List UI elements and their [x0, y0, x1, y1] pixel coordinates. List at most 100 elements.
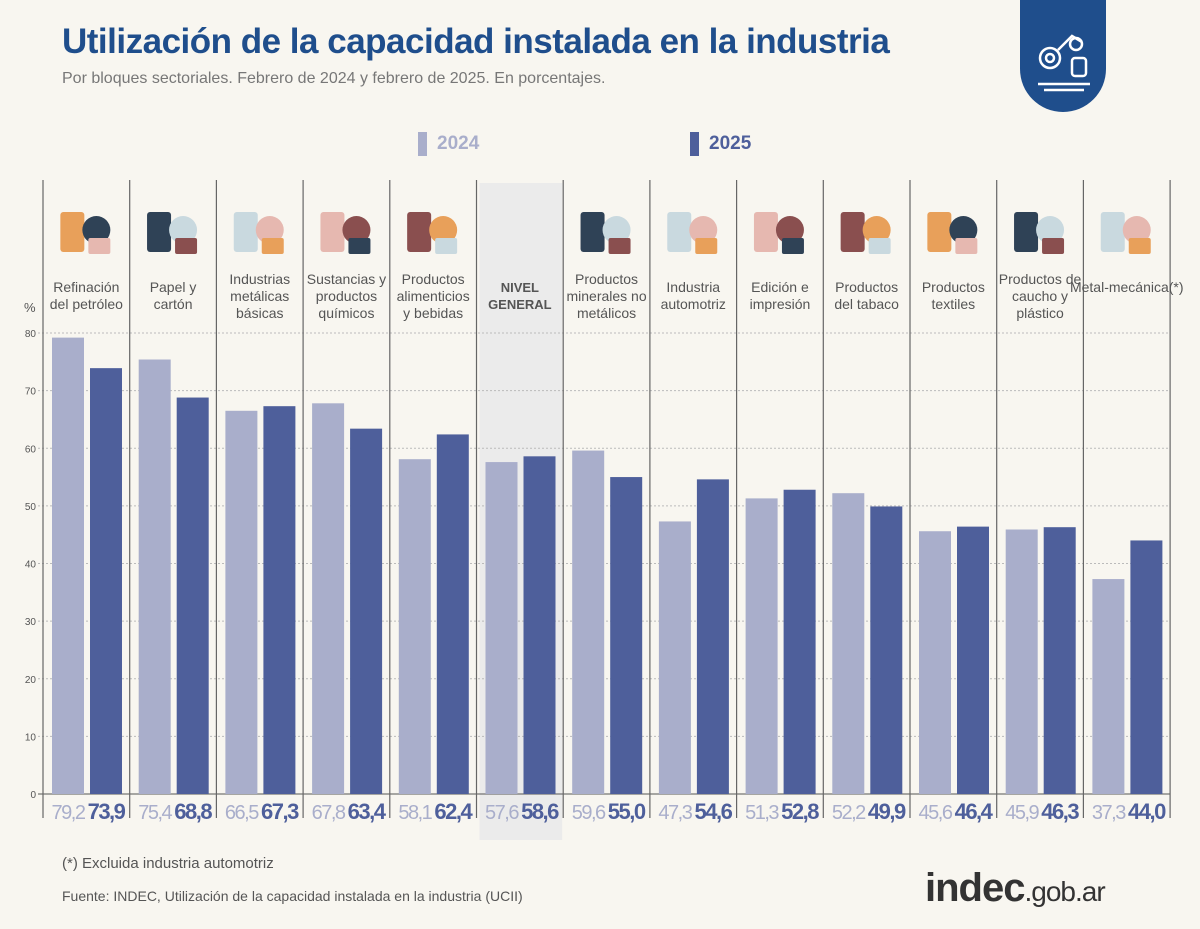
bar-2024: [1092, 579, 1125, 794]
brand-suffix: .gob.ar: [1024, 876, 1105, 907]
value-label-2024: 52,2: [832, 802, 866, 824]
value-label-2024: 75,4: [138, 802, 172, 824]
category-label: Productos minerales no metálicos: [566, 271, 646, 321]
bar-2025: [696, 479, 729, 794]
value-label-2025: 73,9: [88, 799, 126, 824]
value-label-2025: 54,6: [694, 799, 732, 824]
y-tick-label: 80: [25, 329, 37, 340]
bar-2025: [1043, 527, 1076, 794]
y-tick-label: 10: [25, 732, 37, 743]
bar-2025: [870, 506, 903, 794]
y-tick-label: 60: [25, 444, 37, 455]
value-label-2025: 44,0: [1128, 799, 1166, 824]
value-label-2025: 55,0: [608, 799, 646, 824]
bar-2024: [572, 450, 605, 794]
value-label-2025: 46,4: [955, 799, 994, 824]
value-label-2025: 63,4: [348, 799, 387, 824]
value-label-2024: 58,1: [398, 802, 432, 824]
chemical-flask-icon: [320, 212, 371, 254]
metal-cutting-saw-icon: [233, 212, 284, 254]
cardboard-box-icon: [147, 212, 198, 254]
category-label: Sustancias y productos químicos: [307, 271, 386, 321]
value-label-2025: 52,8: [781, 799, 819, 824]
subtitle: Por bloques sectoriales. Febrero de 2024…: [62, 70, 606, 87]
category-label: Metal-mecánica(*): [1070, 279, 1184, 295]
y-axis-label: %: [24, 300, 36, 315]
y-tick-label: 0: [30, 790, 36, 801]
value-label-2024: 67,8: [312, 802, 346, 824]
y-tick-label: 40: [25, 560, 37, 571]
bar-2025: [523, 456, 556, 794]
oil-refinery-icon: [60, 212, 111, 254]
bar-2024: [658, 521, 691, 794]
value-label-2025: 58,6: [521, 799, 559, 824]
value-label-2024: 59,6: [572, 802, 606, 824]
category-label: Productos del tabaco: [834, 279, 899, 312]
value-label-2024: 37,3: [1092, 802, 1126, 824]
value-label-2024: 79,2: [52, 802, 86, 824]
legend-item-2024: 2024: [418, 132, 479, 156]
value-label-2024: 45,6: [919, 802, 953, 824]
legend-swatch-2025: [690, 132, 699, 156]
cement-mixer-icon: [580, 212, 631, 254]
bottle-bread-icon: [407, 212, 458, 254]
category-label: Industrias metálicas básicas: [229, 271, 290, 321]
y-tick-label: 50: [25, 502, 37, 513]
value-label-2025: 49,9: [868, 799, 906, 824]
value-label-2024: 45,9: [1005, 802, 1039, 824]
legend-label-2025: 2025: [709, 133, 752, 154]
bar-2024: [1005, 529, 1038, 794]
bar-2024: [398, 459, 431, 794]
bar-2024: [138, 359, 171, 794]
value-label-2024: 66,5: [225, 802, 259, 824]
indec-logo-badge: [1020, 0, 1106, 112]
value-label-2025: 67,3: [261, 799, 299, 824]
tire-icon: [1014, 212, 1065, 254]
value-label-2024: 47,3: [658, 802, 692, 824]
source-note: Fuente: INDEC, Utilización de la capacid…: [62, 888, 523, 904]
bar-2024: [312, 403, 345, 794]
bar-2025: [176, 397, 209, 794]
category-label: Productos textiles: [922, 279, 985, 312]
y-tick-label: 20: [25, 675, 37, 686]
bar-2024: [919, 531, 951, 794]
indec-brand-logo: indec.gob.ar: [925, 866, 1106, 911]
y-tick-label: 30: [25, 617, 37, 628]
industrial-robot-arm-icon: [1038, 34, 1090, 92]
fabric-shorts-icon: [927, 212, 978, 254]
bar-2024: [485, 462, 518, 794]
bar-2025: [436, 434, 469, 794]
bar-2025: [957, 526, 989, 794]
bar-2025: [1130, 540, 1163, 794]
legend-label-2024: 2024: [437, 133, 480, 154]
category-label: Productos de caucho y plástico: [999, 271, 1082, 321]
value-label-2024: 51,3: [745, 802, 779, 824]
value-label-2024: 57,6: [485, 802, 519, 824]
gears-icon: [1100, 212, 1151, 254]
value-label-2025: 62,4: [434, 799, 473, 824]
category-label: Papel y cartón: [150, 279, 197, 312]
category-label: NIVEL GENERAL: [488, 280, 552, 312]
legend-item-2025: 2025: [690, 132, 751, 156]
category-label: Industria automotriz: [661, 279, 726, 312]
y-tick-label: 70: [25, 387, 37, 398]
bar-2024: [745, 498, 778, 794]
bar-2025: [263, 406, 296, 794]
bar-2025: [783, 489, 816, 794]
pipe-cigarette-icon: [840, 212, 891, 254]
value-label-2025: 68,8: [174, 799, 212, 824]
category-label: Edición e impresión: [750, 279, 811, 312]
legend-swatch-2024: [418, 132, 427, 156]
page-title: Utilización de la capacidad instalada en…: [62, 22, 890, 61]
car-icon: [667, 212, 718, 254]
value-label-2025: 46,3: [1041, 799, 1079, 824]
category-label: Productos alimenticios y bebidas: [397, 271, 470, 321]
paper-rolls-icon: [753, 212, 804, 254]
bar-2024: [225, 410, 258, 794]
bar-2025: [350, 428, 383, 794]
bar-2025: [610, 477, 643, 794]
bar-2024: [52, 337, 84, 794]
footnote: (*) Excluida industria automotriz: [62, 855, 274, 872]
